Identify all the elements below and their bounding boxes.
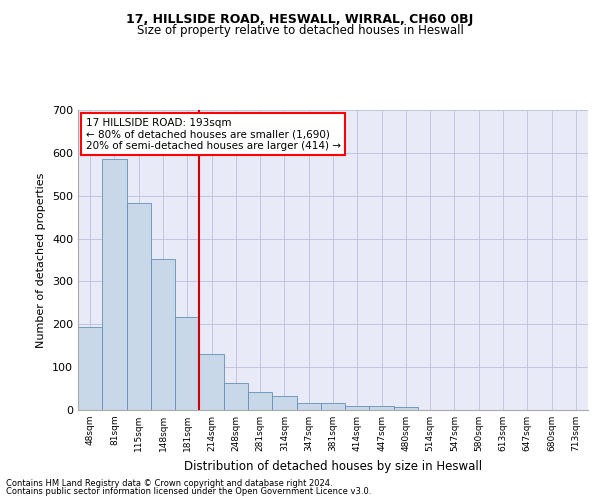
Bar xyxy=(394,408,418,410)
Bar xyxy=(248,392,272,410)
Bar xyxy=(296,403,321,410)
Bar xyxy=(321,403,345,410)
Text: Contains public sector information licensed under the Open Government Licence v3: Contains public sector information licen… xyxy=(6,487,371,496)
Text: 17 HILLSIDE ROAD: 193sqm
← 80% of detached houses are smaller (1,690)
20% of sem: 17 HILLSIDE ROAD: 193sqm ← 80% of detach… xyxy=(86,118,341,150)
Y-axis label: Number of detached properties: Number of detached properties xyxy=(37,172,46,348)
Bar xyxy=(151,259,175,410)
Text: 17, HILLSIDE ROAD, HESWALL, WIRRAL, CH60 0BJ: 17, HILLSIDE ROAD, HESWALL, WIRRAL, CH60… xyxy=(127,12,473,26)
Bar xyxy=(272,396,296,410)
Text: Contains HM Land Registry data © Crown copyright and database right 2024.: Contains HM Land Registry data © Crown c… xyxy=(6,478,332,488)
Bar xyxy=(127,203,151,410)
Bar xyxy=(224,384,248,410)
X-axis label: Distribution of detached houses by size in Heswall: Distribution of detached houses by size … xyxy=(184,460,482,472)
Bar xyxy=(78,328,102,410)
Bar xyxy=(199,354,224,410)
Bar xyxy=(102,160,127,410)
Text: Size of property relative to detached houses in Heswall: Size of property relative to detached ho… xyxy=(137,24,463,37)
Bar xyxy=(370,406,394,410)
Bar xyxy=(175,317,199,410)
Bar xyxy=(345,406,370,410)
